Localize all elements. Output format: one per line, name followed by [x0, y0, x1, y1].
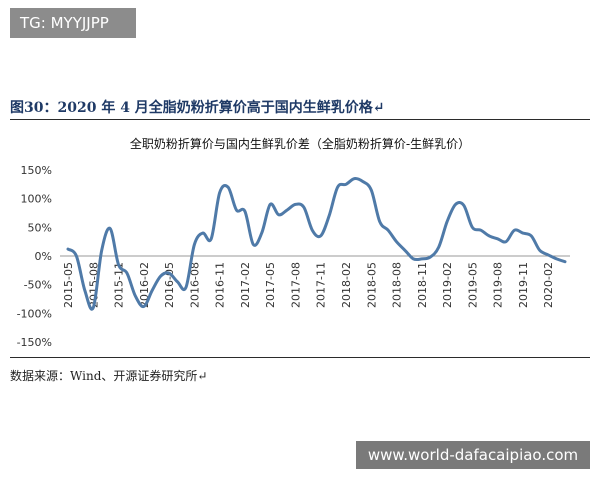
x-tick-label: 2018-11	[416, 262, 429, 308]
x-axis: 2015-05 2015-08 2015-11 2016-02 2016-05 2016-…	[60, 255, 570, 308]
x-tick-label: 2016-02	[138, 262, 151, 308]
x-tick-label: 2018-08	[391, 262, 404, 308]
y-tick-label: -150%	[17, 336, 52, 349]
y-tick-label: -50%	[24, 279, 52, 292]
chart-title: 全职奶粉折算价与国内生鲜乳价差（全脂奶粉折算价-生鲜乳价）	[130, 136, 470, 151]
bottom-rule	[10, 357, 590, 358]
series-group	[66, 177, 567, 311]
x-tick-label: 2017-02	[239, 262, 252, 308]
x-tick-label: 2017-05	[264, 262, 277, 308]
y-tick-label: 50%	[28, 221, 52, 234]
line-chart: 全职奶粉折算价与国内生鲜乳价差（全脂奶粉折算价-生鲜乳价） 150% 100% 50…	[17, 136, 570, 349]
source-note: 数据来源：Wind、开源证券研究所↵	[10, 369, 208, 383]
x-tick-label: 2016-08	[188, 262, 201, 308]
x-tick-label: 2019-05	[466, 262, 479, 308]
x-tick-label: 2020-02	[542, 262, 555, 308]
x-tick-label: 2018-05	[365, 262, 378, 308]
x-tick-label: 2015-05	[62, 262, 75, 308]
figure-title: 图30：2020 年 4 月全脂奶粉折算价高于国内生鲜乳价格↵	[10, 100, 385, 116]
watermark-bottom: www.world-dafacaipiao.com	[356, 441, 590, 469]
y-tick-label: 100%	[21, 193, 52, 206]
x-tick-label: 2019-02	[441, 262, 454, 308]
top-rule	[10, 119, 590, 120]
x-tick-label: 2016-05	[163, 262, 176, 308]
x-tick-label: 2017-11	[315, 262, 328, 308]
x-tick-label: 2019-11	[517, 262, 530, 308]
x-tick-label: 2018-02	[340, 262, 353, 308]
y-tick-label: 0%	[35, 250, 52, 263]
x-tick-label: 2019-08	[492, 262, 505, 308]
y-tick-label: -100%	[17, 307, 52, 320]
x-tick-label: 2017-08	[289, 262, 302, 308]
y-axis: 150% 100% 50% 0% -50% -100% -150%	[17, 164, 52, 349]
watermark-top: TG: MYYJJPP	[10, 8, 136, 38]
series-line	[66, 177, 567, 311]
x-tick-label: 2015-11	[113, 262, 126, 308]
x-tick-label: 2016-11	[214, 262, 227, 308]
y-tick-label: 150%	[21, 164, 52, 177]
